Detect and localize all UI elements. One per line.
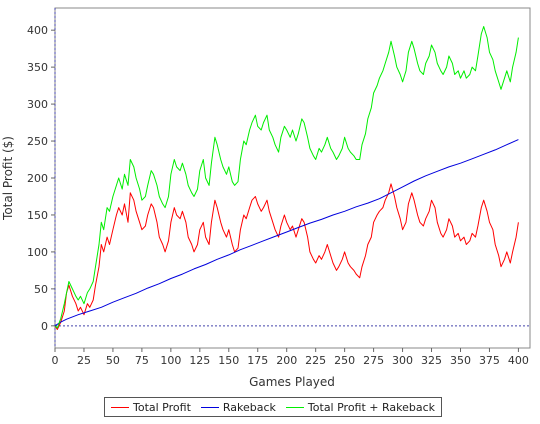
y-tick-label: 250 (27, 135, 48, 148)
legend-label: Rakeback (222, 400, 276, 414)
x-tick-label: 225 (305, 354, 326, 367)
x-tick-label: 375 (479, 354, 500, 367)
y-tick-label: 50 (34, 283, 48, 296)
x-tick-label: 300 (392, 354, 413, 367)
plot-area (54, 7, 531, 349)
x-tick-label: 125 (189, 354, 210, 367)
series-line-total-profit (54, 183, 519, 330)
series-line-total-profit-rakeback (54, 26, 519, 329)
y-tick-label: 150 (27, 209, 48, 222)
x-axis: 0 25 50 75 100 125 150 175 200 225 250 275 300 325 350… (52, 348, 529, 367)
series-line-rakeback (54, 139, 519, 327)
x-tick-label: 200 (276, 354, 297, 367)
x-tick-label: 25 (77, 354, 91, 367)
legend-item-rakeback: Rakeback (200, 400, 276, 414)
y-tick-label: 0 (41, 320, 48, 333)
x-tick-label: 0 (52, 354, 59, 367)
legend-item-total-profit: Total Profit (111, 401, 191, 414)
series-group (54, 26, 519, 330)
chart-legend: Total Profit Rakeback Total Profit + Rakeb… (104, 397, 443, 417)
y-tick-label: 100 (27, 246, 48, 259)
x-tick-label: 100 (160, 354, 181, 367)
zero-line-group (54, 8, 530, 348)
x-tick-label: 325 (421, 354, 442, 367)
legend-label: Total Profit + Rakeback (307, 400, 436, 414)
x-axis-label: Games Played (249, 375, 335, 389)
legend-swatch (111, 406, 129, 408)
legend-swatch (200, 406, 219, 408)
x-tick-label: 150 (218, 354, 239, 367)
y-tick-label: 400 (27, 24, 48, 37)
y-axis: 0 50 100 150 200 250 300 350 400 (27, 24, 55, 333)
x-tick-label: 250 (334, 354, 355, 367)
y-tick-label: 350 (27, 61, 48, 74)
x-tick-label: 275 (363, 354, 384, 367)
y-tick-label: 200 (27, 172, 48, 185)
x-tick-label: 400 (508, 354, 529, 367)
x-tick-label: 75 (135, 354, 149, 367)
y-axis-label: Total Profit ($) (1, 136, 15, 221)
legend-swatch (285, 406, 304, 408)
x-tick-label: 50 (106, 354, 120, 367)
legend-item-total-profit-rakeback: Total Profit + Rakeback (285, 400, 436, 414)
y-tick-label: 300 (27, 98, 48, 111)
x-tick-label: 350 (450, 354, 471, 367)
legend-label: Total Profit (133, 400, 191, 414)
x-tick-label: 175 (247, 354, 268, 367)
